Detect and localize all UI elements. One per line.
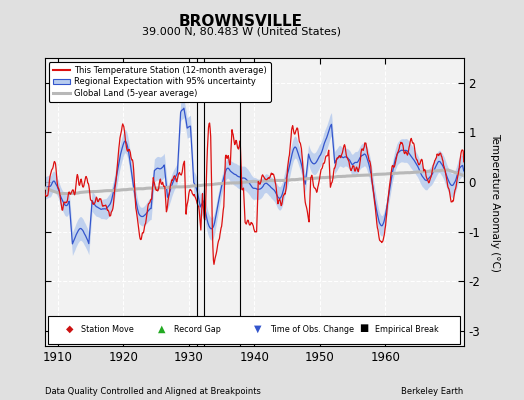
Bar bbox=[48, 316, 461, 344]
Text: BROWNSVILLE: BROWNSVILLE bbox=[179, 14, 303, 29]
Text: ◆: ◆ bbox=[66, 324, 73, 334]
Text: Data Quality Controlled and Aligned at Breakpoints: Data Quality Controlled and Aligned at B… bbox=[45, 387, 260, 396]
Text: Record Gap: Record Gap bbox=[173, 325, 221, 334]
Text: ▼: ▼ bbox=[254, 324, 261, 334]
Legend: This Temperature Station (12-month average), Regional Expectation with 95% uncer: This Temperature Station (12-month avera… bbox=[49, 62, 270, 102]
Text: ■: ■ bbox=[359, 324, 368, 334]
Text: ▲: ▲ bbox=[158, 324, 165, 334]
Text: Time of Obs. Change: Time of Obs. Change bbox=[270, 325, 354, 334]
Y-axis label: Temperature Anomaly (°C): Temperature Anomaly (°C) bbox=[490, 132, 500, 272]
Text: Station Move: Station Move bbox=[81, 325, 134, 334]
Text: Empirical Break: Empirical Break bbox=[375, 325, 439, 334]
Text: 39.000 N, 80.483 W (United States): 39.000 N, 80.483 W (United States) bbox=[141, 26, 341, 36]
Text: Berkeley Earth: Berkeley Earth bbox=[401, 387, 464, 396]
